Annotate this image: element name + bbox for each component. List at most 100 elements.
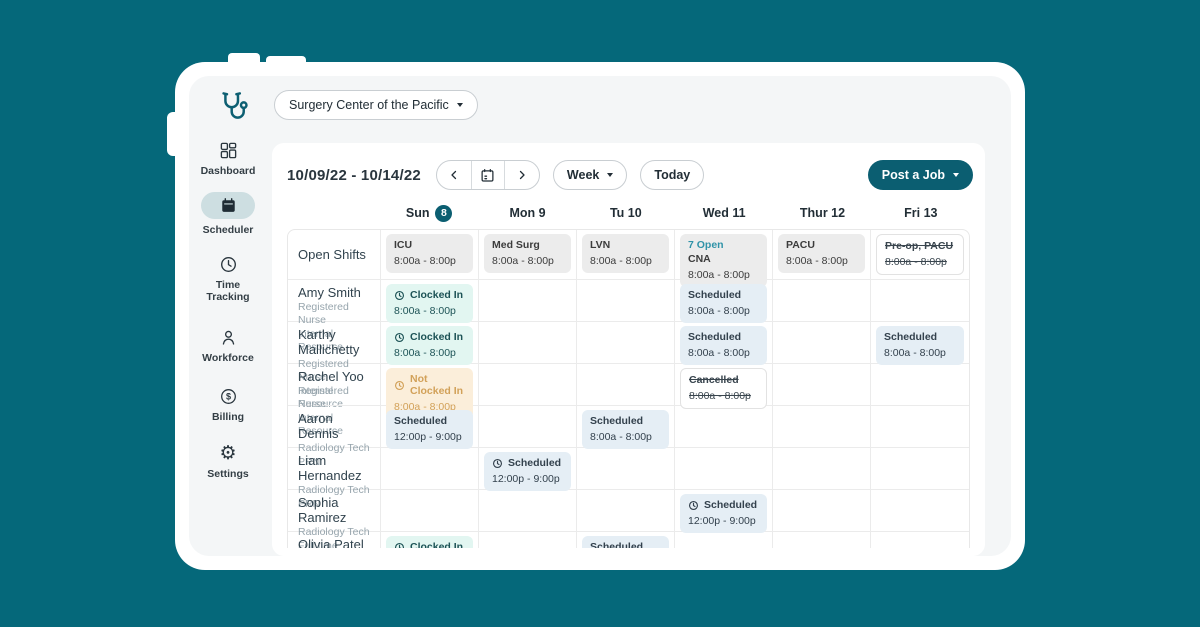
calendar-picker-button[interactable] (470, 161, 505, 189)
staff-role: Registered Nurse (298, 358, 349, 383)
schedule-cell (871, 532, 969, 548)
shift-card-clocked-in[interactable]: Clocked In 8:00a - 8:00p (386, 326, 473, 365)
staff-row-label: Sophia Ramirez Radiology Tech Full time (288, 490, 381, 548)
shift-status: Clocked In (394, 289, 465, 301)
staff-employment: PRN (298, 456, 321, 468)
day-header-label: Tu 10 (609, 206, 642, 220)
active-nav-pill (201, 192, 255, 219)
view-selector[interactable]: Week (552, 160, 628, 190)
shift-card-open[interactable]: 7 Open CNA 8:00a - 8:00p (680, 234, 767, 287)
shift-status: Scheduled (688, 331, 742, 343)
dashboard-icon (218, 140, 238, 160)
staff-row-label: Karthy Mallichetty Registered Nurse Intern… (288, 322, 381, 410)
shift-time: 8:00a - 8:00p (590, 431, 652, 443)
schedule-cell: Med Surg 8:00a - 8:00p (479, 230, 577, 280)
shift-card-open[interactable]: LVN 8:00a - 8:00p (582, 234, 669, 273)
sidebar-item-time-tracking[interactable]: Time Tracking (197, 254, 259, 303)
chevron-down-icon (953, 173, 959, 177)
sidebar-item-workforce[interactable]: Workforce (202, 327, 254, 364)
sidebar-item-label: Settings (207, 468, 249, 480)
shift-card-clocked-in[interactable]: Clocked In 8:00a - 8:00p (386, 284, 473, 323)
shift-card-scheduled[interactable]: Scheduled 8:00a - 8:00p (680, 326, 767, 365)
schedule-cell (773, 448, 871, 490)
schedule-cell (871, 364, 969, 406)
schedule-cell (577, 280, 675, 322)
shift-status: Clocked In (394, 541, 465, 548)
schedule-cell: PACU 8:00a - 8:00p (773, 230, 871, 280)
staff-employment: Full time (298, 540, 338, 548)
device-top-tab (228, 53, 260, 67)
shift-status: Scheduled (590, 415, 644, 427)
schedule-cell (773, 406, 871, 448)
shift-status: Cancelled (689, 374, 739, 386)
post-a-job-label: Post a Job (881, 168, 945, 182)
shift-card-clocked-in[interactable]: Clocked In (386, 536, 473, 548)
scheduler-panel: 10/09/22 - 10/14/22 Week (272, 143, 985, 556)
shift-card-scheduled[interactable]: Scheduled 8:00a - 8:00p (582, 410, 669, 449)
shift-status: Scheduled (884, 331, 938, 343)
next-week-button[interactable] (505, 161, 539, 189)
shift-card-scheduled[interactable]: Scheduled 12:00p - 9:00p (680, 494, 767, 533)
shift-card-scheduled[interactable]: Scheduled 8:00a - 8:00p (876, 326, 964, 365)
schedule-cell (479, 364, 577, 406)
day-badge: 8 (435, 204, 453, 222)
shift-card-cancelled[interactable]: Cancelled 8:00a - 8:00p (680, 368, 767, 409)
schedule-cell (773, 280, 871, 322)
shift-card-scheduled[interactable]: Scheduled 12:00p - 9:00p (484, 452, 571, 491)
sidebar-item-dashboard[interactable]: Dashboard (201, 140, 255, 177)
day-header: Mon 9 (478, 201, 576, 225)
staff-row-label: Liam Hernandez Radiology Tech PRN (288, 448, 381, 510)
organization-selector[interactable]: Surgery Center of the Pacific (274, 90, 478, 120)
shift-time: 8:00a - 8:00p (688, 305, 750, 317)
schedule-cell (577, 448, 675, 490)
shift-card-open[interactable]: PACU 8:00a - 8:00p (778, 234, 865, 273)
shift-time: 8:00a - 8:00p (394, 347, 456, 359)
view-selector-label: Week (566, 168, 600, 182)
schedule-cell: Clocked In 8:00a - 8:00p (381, 322, 479, 365)
schedule-grid: Open Shifts ICU 8:00a - 8:00p Med Surg 8:00a… (287, 229, 970, 548)
svg-text:$: $ (225, 391, 230, 401)
shift-status: LVN (590, 239, 611, 251)
schedule-cell (773, 490, 871, 532)
schedule-cell (479, 280, 577, 322)
shift-card-scheduled[interactable]: Scheduled 8:00a - 8:00p (680, 284, 767, 323)
day-header-row: Sun 8 Mon 9 Tu 10 Wed 11 Thur 12 Fri 13 (287, 201, 970, 225)
day-header: Sun 8 (380, 201, 478, 225)
shift-card-open[interactable]: ICU 8:00a - 8:00p (386, 234, 473, 273)
shift-card-scheduled[interactable]: Scheduled 12:00p - 9:00p (386, 410, 473, 449)
shift-status: Scheduled (394, 415, 448, 427)
sidebar-item-scheduler[interactable]: Scheduler (201, 192, 255, 236)
schedule-cell (871, 280, 969, 322)
shift-status: Med Surg (492, 239, 540, 251)
day-header-label: Wed 11 (702, 206, 746, 220)
schedule-cell (773, 532, 871, 548)
shift-time: 8:00a - 8:00p (688, 269, 750, 281)
staff-row-label: Rachel Yoo Registered Nurse Internal Resou… (288, 364, 381, 437)
sidebar-item-settings[interactable]: ⚙ Settings (207, 443, 248, 480)
day-header-label: Fri 13 (904, 206, 938, 220)
post-a-job-button[interactable]: Post a Job (867, 160, 973, 190)
sidebar-item-billing[interactable]: $ Billing (212, 386, 244, 423)
day-header: Thur 12 (773, 201, 871, 225)
day-header-spacer (287, 201, 380, 225)
schedule-cell (479, 322, 577, 364)
shift-card-open[interactable]: Med Surg 8:00a - 8:00p (484, 234, 571, 273)
day-header: Wed 11 (675, 201, 773, 225)
schedule-cell: Scheduled 8:00a - 8:00p (871, 322, 969, 365)
staff-employment: Internal Resource (298, 328, 343, 353)
shift-time: 8:00a - 8:00p (590, 255, 652, 267)
staff-employment: Internal Resource (298, 385, 343, 410)
dollar-icon: $ (218, 386, 238, 406)
schedule-cell (773, 322, 871, 364)
shift-card-struck[interactable]: Pre-op, PACU 8:00a - 8:00p (876, 234, 964, 275)
previous-week-button[interactable] (437, 161, 471, 189)
schedule-cell (675, 448, 773, 490)
shift-time: 8:00a - 8:00p (394, 255, 456, 267)
today-button[interactable]: Today (640, 160, 705, 190)
staff-row-label: Open Shifts (288, 230, 381, 280)
shift-card-scheduled[interactable]: Scheduled (582, 536, 669, 548)
organization-name: Surgery Center of the Pacific (289, 98, 449, 112)
schedule-cell (577, 322, 675, 364)
stethoscope-logo (217, 90, 249, 124)
chevron-down-icon (607, 173, 614, 177)
